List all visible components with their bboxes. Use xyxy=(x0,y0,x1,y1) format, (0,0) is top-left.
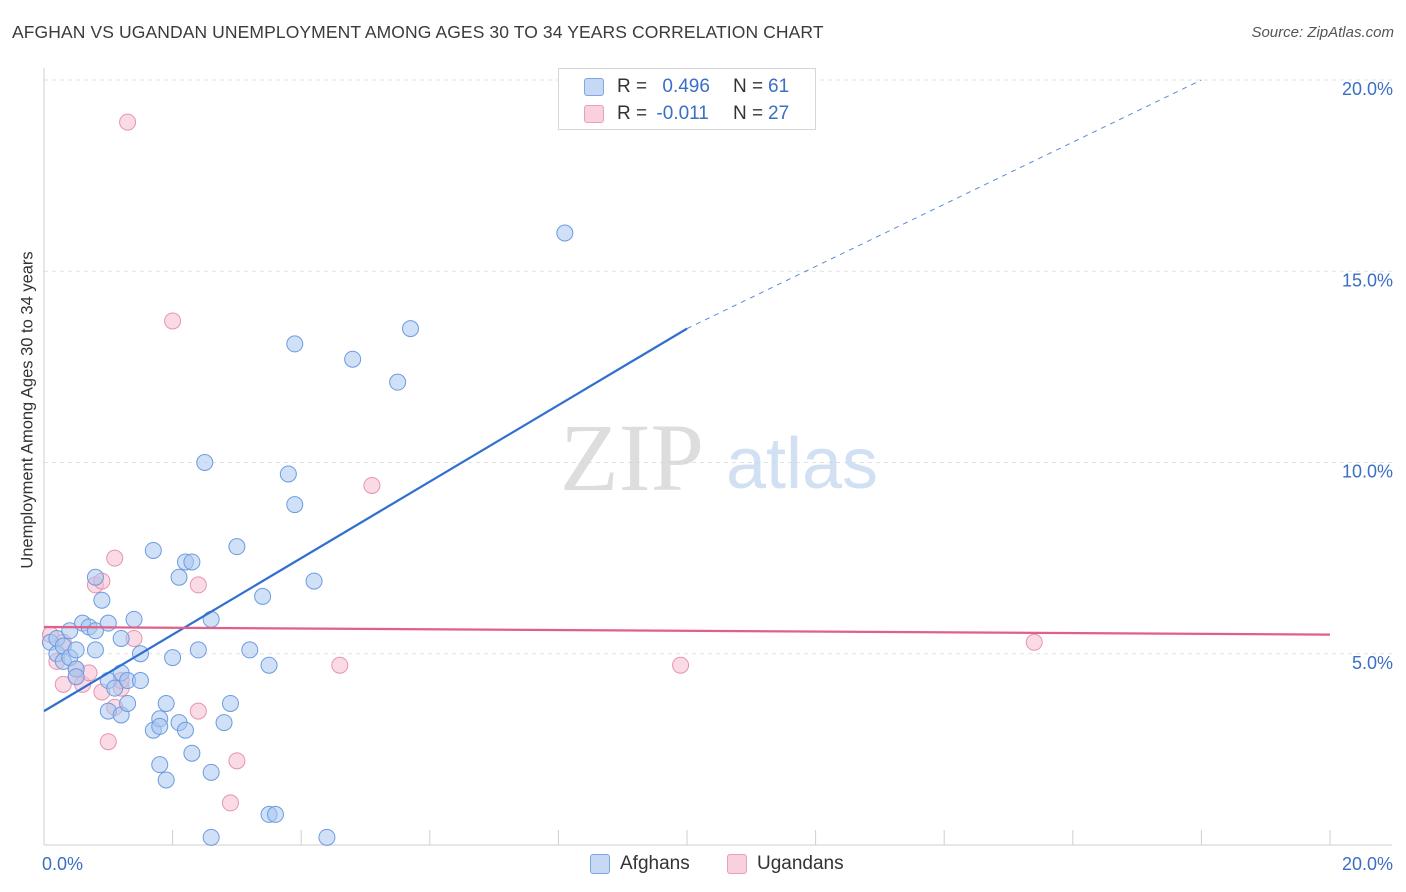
afghan-point xyxy=(389,373,407,391)
afghan-point xyxy=(228,538,246,556)
afghan-point xyxy=(151,717,169,735)
bottom-legend-ugandans[interactable]: Ugandans xyxy=(727,852,844,876)
ugandan-point xyxy=(672,656,690,674)
ugandans-trend-line xyxy=(43,625,1331,636)
afghan-point xyxy=(215,714,233,732)
afghan-point xyxy=(241,641,259,659)
legend-n-value-ugandans: 27 xyxy=(768,103,790,124)
legend-r-value-afghans: 0.496 xyxy=(662,76,710,97)
afghan-point xyxy=(202,828,220,846)
afghan-point xyxy=(305,572,323,590)
afghan-point xyxy=(254,587,272,605)
ugandan-point xyxy=(1025,633,1043,651)
legend-n-value-afghans: 61 xyxy=(768,76,790,97)
afghan-point xyxy=(176,721,194,739)
trend-lines xyxy=(43,79,1331,713)
axes xyxy=(43,68,1392,846)
ugandan-point xyxy=(331,656,349,674)
bottom-legend-label-afghans: Afghans xyxy=(620,853,690,874)
watermark-zip: ZIP xyxy=(560,404,704,511)
afghan-point xyxy=(402,320,420,338)
x-tick-label-min: 0.0% xyxy=(42,854,83,874)
y-tick-label: 20.0% xyxy=(1342,79,1393,99)
afghan-point xyxy=(170,568,188,586)
stats-legend: R = 0.496 N = 61 R = -0.011 N = 27 xyxy=(558,68,816,130)
afghan-point xyxy=(157,771,175,789)
legend-row-ugandans: R = -0.011 N = 27 xyxy=(584,101,789,127)
afghan-point xyxy=(286,496,304,514)
afghan-point xyxy=(86,568,104,586)
watermark: ZIP atlas xyxy=(560,404,878,511)
afghan-point xyxy=(183,553,201,571)
grid-lines xyxy=(44,79,1392,655)
y-tick-label: 15.0% xyxy=(1342,270,1393,290)
afghan-point xyxy=(556,224,574,242)
bottom-legend-label-ugandans: Ugandans xyxy=(757,853,844,874)
ugandan-point xyxy=(189,702,207,720)
ugandan-point xyxy=(228,752,246,770)
legend-r-value-ugandans: -0.011 xyxy=(656,103,709,124)
chart-title: AFGHAN VS UGANDAN UNEMPLOYMENT AMONG AGE… xyxy=(12,22,824,42)
afghan-point xyxy=(279,465,297,483)
ugandan-point xyxy=(164,312,182,330)
legend-r-label: R = xyxy=(617,76,648,97)
afghan-point xyxy=(67,641,85,659)
afghan-point xyxy=(112,629,130,647)
legend-r-label: R = xyxy=(617,103,648,124)
ugandan-point xyxy=(54,675,72,693)
afghan-point xyxy=(164,649,182,667)
series-afghans-points xyxy=(41,224,574,846)
afghan-point xyxy=(318,828,336,846)
legend-swatch-ugandans xyxy=(584,105,604,123)
afghan-point xyxy=(196,454,214,471)
y-tick-label: 10.0% xyxy=(1342,462,1393,482)
x-tick-label-max: 20.0% xyxy=(1342,854,1393,874)
afghan-point xyxy=(93,591,111,609)
afghan-point xyxy=(157,694,175,712)
watermark-atlas: atlas xyxy=(726,424,878,504)
ugandan-point xyxy=(363,476,381,494)
bottom-legend-afghans[interactable]: Afghans xyxy=(590,852,690,876)
ugandan-point xyxy=(189,576,207,594)
ugandan-point xyxy=(106,549,124,567)
ugandan-point xyxy=(221,794,239,812)
y-tick-label: 5.0% xyxy=(1352,653,1393,673)
afghan-point xyxy=(125,610,143,628)
afghan-point xyxy=(202,610,220,628)
afghan-point xyxy=(144,541,162,559)
afghan-point xyxy=(266,805,284,823)
afghan-point xyxy=(260,656,278,674)
afghan-point xyxy=(189,641,207,659)
legend-row-afghans: R = 0.496 N = 61 xyxy=(584,74,789,100)
afghan-point xyxy=(183,744,201,762)
afghan-point xyxy=(131,672,149,690)
tick-labels: 5.0% 10.0% 15.0% 20.0% 0.0% 20.0% xyxy=(42,79,1393,874)
afghan-point xyxy=(202,763,220,781)
afghan-point xyxy=(86,641,104,659)
afghans-trend-line xyxy=(43,327,688,713)
legend-n-label: N = xyxy=(733,103,764,124)
afghan-point xyxy=(221,694,239,712)
afghan-point xyxy=(151,756,169,774)
afghan-point xyxy=(344,350,362,368)
ugandan-point xyxy=(119,113,137,131)
bottom-legend-swatch-ugandans xyxy=(727,854,747,874)
ugandan-point xyxy=(99,733,117,751)
bottom-legend-swatch-afghans xyxy=(590,854,610,874)
chart-source: Source: ZipAtlas.com xyxy=(1251,24,1394,41)
legend-n-label: N = xyxy=(733,76,764,97)
afghan-point xyxy=(106,679,124,697)
afghan-point xyxy=(286,335,304,353)
afghan-point xyxy=(99,614,117,632)
afghan-point xyxy=(119,694,137,712)
afghan-point xyxy=(67,668,85,686)
legend-swatch-afghans xyxy=(584,78,604,96)
